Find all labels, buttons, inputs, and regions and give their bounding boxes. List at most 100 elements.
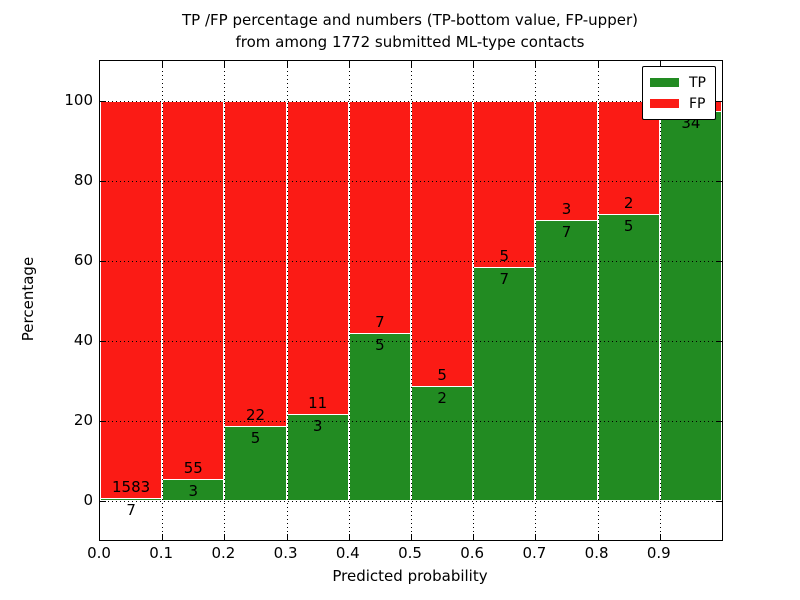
x-tick-bottom-3 xyxy=(286,534,288,540)
tp-bar-segment-3 xyxy=(286,415,349,501)
x-tick-top-6 xyxy=(473,61,475,67)
vgridline-8 xyxy=(597,61,599,540)
vgridline-7 xyxy=(535,61,537,540)
tp-count-label-8: 5 xyxy=(623,217,634,236)
x-tick-label-0.9: 0.9 xyxy=(646,544,671,562)
tp-count-label-1: 3 xyxy=(188,482,199,501)
x-tick-bottom-4 xyxy=(348,534,350,540)
y-tick-left-100 xyxy=(100,101,106,102)
x-tick-top-5 xyxy=(411,61,412,67)
fp-bar-segment-3 xyxy=(286,101,349,416)
x-axis-title: Predicted probability xyxy=(332,567,488,585)
y-tick-left-40 xyxy=(100,341,106,342)
x-tick-bottom-7 xyxy=(535,534,537,540)
fp-bar-segment-2 xyxy=(224,101,287,427)
x-tick-bottom-9 xyxy=(659,534,661,540)
y-tick-label-0: 0 xyxy=(83,491,93,509)
x-tick-top-8 xyxy=(597,61,599,67)
x-tick-label-0.5: 0.5 xyxy=(398,544,422,562)
fp-bar-segment-4 xyxy=(348,101,411,335)
y-tick-left-80 xyxy=(100,181,106,182)
chart-title-line2: from among 1772 submitted ML-type contac… xyxy=(235,33,585,51)
tp-bar-segment-0 xyxy=(100,499,163,501)
fp-count-label-7: 3 xyxy=(561,200,572,218)
fp-count-label-2: 22 xyxy=(245,405,266,424)
tp-count-label-2: 5 xyxy=(250,428,261,447)
tp-count-label-7: 7 xyxy=(561,223,572,241)
legend: TP FP xyxy=(642,66,716,120)
tp-bar-segment-9 xyxy=(659,112,722,501)
tp-bar-segment-8 xyxy=(597,215,660,501)
y-tick-right-60 xyxy=(716,261,722,262)
x-tick-label-0.1: 0.1 xyxy=(149,544,174,562)
tp-bar-segment-5 xyxy=(411,386,474,501)
y-axis-title: Percentage xyxy=(19,256,37,342)
fp-count-label-1: 55 xyxy=(183,459,203,478)
tp-count-label-4: 5 xyxy=(375,336,385,355)
tp-bar-segment-7 xyxy=(535,221,598,501)
tp-count-label-3: 3 xyxy=(312,417,323,436)
x-tick-top-1 xyxy=(162,61,164,67)
x-tick-bottom-8 xyxy=(597,534,599,540)
vgridline-5 xyxy=(411,61,412,540)
x-tick-label-0.2: 0.2 xyxy=(211,544,236,562)
legend-item-tp: TP xyxy=(650,72,706,93)
x-tick-top-7 xyxy=(535,61,537,67)
fp-bar-segment-1 xyxy=(162,101,225,481)
chart-title: TP /FP percentage and numbers (TP-bottom… xyxy=(99,9,721,53)
vgridline-1 xyxy=(162,61,164,540)
tp-bar-segment-4 xyxy=(348,334,411,501)
x-tick-label-0.7: 0.7 xyxy=(522,544,547,562)
x-tick-label-0.8: 0.8 xyxy=(584,544,609,562)
fp-bar-segment-6 xyxy=(473,101,536,268)
y-tick-right-20 xyxy=(716,421,722,422)
fp-count-label-5: 5 xyxy=(437,365,447,384)
tp-legend-swatch-icon xyxy=(650,78,679,87)
x-tick-bottom-1 xyxy=(162,534,164,540)
y-tick-left-20 xyxy=(100,421,106,422)
chart-title-line1: TP /FP percentage and numbers (TP-bottom… xyxy=(182,11,638,29)
vgridline-2 xyxy=(224,61,226,540)
y-tick-right-0 xyxy=(716,501,722,502)
x-tick-top-2 xyxy=(224,61,226,67)
x-tick-label-0.4: 0.4 xyxy=(335,544,360,562)
fp-count-label-3: 11 xyxy=(308,394,328,413)
y-tick-label-100: 100 xyxy=(64,91,93,109)
y-tick-right-40 xyxy=(716,341,722,342)
y-tick-left-60 xyxy=(100,261,106,262)
y-tick-label-40: 40 xyxy=(73,331,93,349)
y-tick-label-80: 80 xyxy=(73,171,93,189)
vgridline-4 xyxy=(348,61,350,540)
tp-bar-segment-6 xyxy=(473,267,536,501)
x-tick-label-0.3: 0.3 xyxy=(273,544,298,562)
plot-area: TP FP 1583 7 55 3 22 5 11 3 7 5 5 2 5 7 3 7 2 5 34 xyxy=(99,60,723,541)
y-tick-label-60: 60 xyxy=(73,251,93,269)
legend-label-fp: FP xyxy=(689,95,706,112)
vgridline-9 xyxy=(659,61,661,540)
x-tick-top-3 xyxy=(286,61,288,67)
x-tick-bottom-2 xyxy=(224,534,226,540)
fp-count-label-4: 7 xyxy=(375,313,385,332)
x-tick-top-4 xyxy=(348,61,350,67)
legend-label-tp: TP xyxy=(689,74,706,91)
tp-count-label-6: 7 xyxy=(499,269,510,288)
x-tick-label-0.6: 0.6 xyxy=(460,544,485,562)
tp-bar-segment-2 xyxy=(224,426,287,501)
fp-count-label-0: 1583 xyxy=(112,478,151,497)
fp-legend-swatch-icon xyxy=(650,99,679,108)
x-tick-bottom-6 xyxy=(473,534,475,540)
x-tick-label-0.0: 0.0 xyxy=(87,544,111,562)
x-tick-bottom-5 xyxy=(411,534,412,540)
tp-count-label-0: 7 xyxy=(126,501,136,520)
fp-bar-segment-0 xyxy=(100,101,163,500)
legend-item-fp: FP xyxy=(650,93,706,114)
fp-count-label-8: 2 xyxy=(623,194,634,213)
y-tick-right-80 xyxy=(716,181,722,182)
vgridline-3 xyxy=(286,61,288,540)
fp-count-label-6: 5 xyxy=(499,246,510,265)
y-tick-left-0 xyxy=(100,501,106,502)
y-tick-right-100 xyxy=(716,101,722,102)
y-tick-label-20: 20 xyxy=(73,411,93,429)
vgridline-6 xyxy=(473,61,475,540)
